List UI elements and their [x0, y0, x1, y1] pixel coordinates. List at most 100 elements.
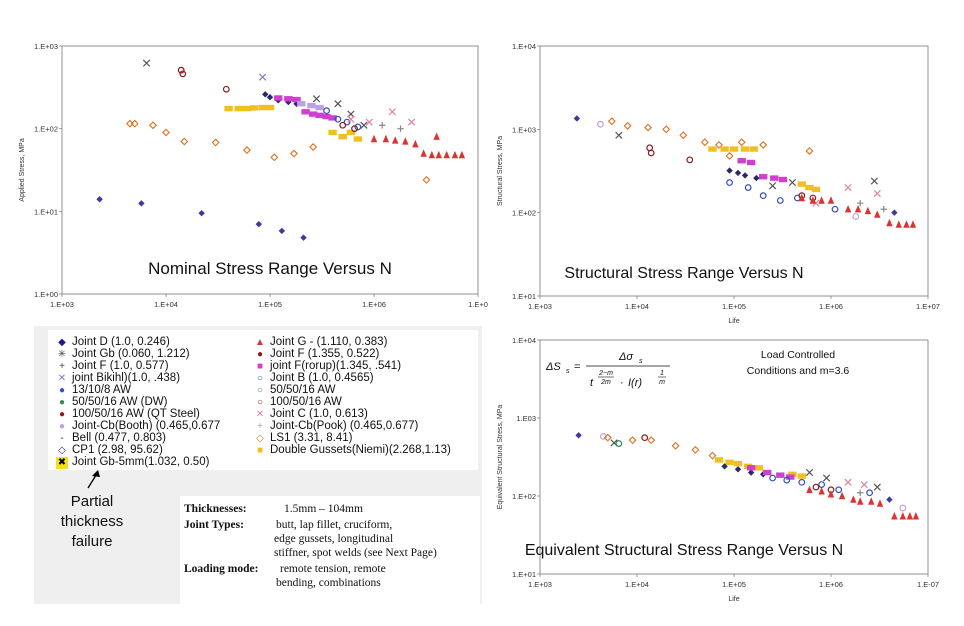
data-point-57 [351, 125, 358, 133]
data-point-27 [758, 174, 768, 180]
loading-mode-line1: remote tension, remote [280, 563, 386, 575]
legend-symbol-icon: ○ [256, 385, 264, 396]
data-point-43 [838, 491, 846, 500]
data-points [573, 115, 917, 228]
data-point-42 [315, 112, 324, 119]
legend-label: 50/50/16 AW [270, 384, 336, 396]
data-point-17 [708, 146, 717, 152]
legend-label: Joint C (1.0, 0.613) [270, 408, 368, 420]
formula-equals: = [574, 361, 580, 373]
legend-symbol-icon: ● [58, 385, 66, 396]
data-point-48 [891, 512, 898, 520]
data-point-13 [725, 151, 734, 160]
data-point-52 [818, 196, 825, 204]
legend-symbol-icon: ○ [256, 373, 264, 384]
data-point-17 [797, 473, 807, 479]
data-point-46 [307, 102, 316, 109]
data-point-2 [607, 117, 616, 126]
data-point-14 [737, 138, 746, 147]
data-point-33 [753, 174, 760, 182]
y-tick-label: 1.E+01 [512, 292, 536, 301]
data-point-58 [886, 218, 893, 227]
data-point-54 [343, 118, 351, 126]
legend-label: 50/50/16 AW (DW) [72, 396, 168, 408]
data-point-8 [177, 66, 185, 74]
data-point-47 [315, 104, 324, 111]
legend-label: Joint Gb (0.060, 1.212) [72, 348, 190, 360]
data-point-8 [662, 125, 671, 134]
thicknesses-label: Thicknesses: [184, 503, 247, 515]
data-point-34 [726, 179, 733, 186]
data-point-32 [741, 172, 749, 179]
data-point-60 [903, 220, 910, 228]
legend-item-left-1: ✳ Joint Gb (0.060, 1.212) [56, 348, 190, 361]
legend-item-right-9: ■ Double Gussets(Niemi)(2.268,1.13) [254, 444, 451, 457]
data-point-16 [805, 146, 814, 155]
data-point-41 [788, 178, 797, 187]
data-point-40 [768, 182, 777, 190]
formula-exp-den: 2m [600, 379, 611, 386]
x-tick-label: 1.E+03 [528, 302, 552, 311]
data-point-51 [912, 512, 920, 520]
data-point-6 [641, 434, 649, 442]
data-point-11 [700, 138, 709, 147]
data-point-26 [746, 159, 756, 166]
data-point-34 [873, 483, 881, 491]
data-point-3 [615, 131, 623, 139]
data-point-28 [798, 478, 806, 486]
data-point-2 [603, 433, 612, 442]
joint-types-label: Joint Types: [184, 519, 244, 531]
legend-symbol-icon: ✖ [56, 457, 68, 469]
y-tick-label: 1.E+03 [34, 42, 58, 51]
data-point-26 [258, 104, 267, 111]
partial-line2: thickness [60, 513, 124, 530]
data-points [96, 59, 466, 241]
data-point-55 [354, 123, 362, 131]
formula-lhs-sub: s [566, 368, 570, 375]
data-point-1 [138, 200, 145, 207]
legend-symbol-icon: ✳ [57, 349, 67, 360]
data-point-23 [805, 184, 814, 191]
data-point-41 [818, 487, 825, 495]
data-point-0 [96, 196, 103, 203]
data-point-39 [831, 205, 839, 213]
data-point-61 [407, 118, 416, 126]
data-point-56 [864, 206, 872, 215]
legend-symbol-icon: + [257, 421, 263, 432]
data-point-25 [737, 158, 746, 164]
data-point-54 [844, 205, 852, 213]
y-tick-label: 1.E+01 [512, 570, 536, 579]
legend-symbol-icon: + [59, 361, 65, 372]
data-point-67 [402, 137, 409, 145]
data-point-13 [162, 128, 170, 137]
y-tick-label: 1.E03 [516, 414, 536, 423]
data-point-32 [262, 91, 269, 98]
data-point-10 [222, 85, 230, 93]
annotation-line2: Conditions and m=3.6 [747, 365, 850, 377]
legend-symbol-icon: ■ [256, 445, 264, 456]
y-tick-label: 1.E+02 [34, 125, 58, 134]
data-point-42 [870, 177, 878, 185]
data-point-20 [422, 175, 431, 184]
legend-symbol-icon: ▲ [255, 337, 265, 348]
data-point-16 [788, 471, 797, 477]
loading-mode-label: Loading mode: [184, 563, 259, 575]
data-point-5 [628, 436, 637, 445]
legend-label: Joint F (1.355, 0.522) [270, 348, 380, 360]
data-point-2 [198, 209, 205, 217]
x-tick-label: 1.E+04 [625, 302, 649, 311]
data-point-37 [274, 95, 283, 101]
legend-item-right-2: ■ joint F(rorup)(1.345, .541) [254, 360, 401, 373]
data-point-30 [835, 486, 843, 494]
legend-symbol-icon: ● [58, 397, 66, 408]
data-point-66 [392, 136, 399, 144]
data-point-4 [615, 440, 623, 447]
data-point-36 [759, 192, 767, 200]
legend-item-left-4: ● 13/10/8 AW [56, 384, 131, 397]
data-point-49 [334, 100, 342, 108]
legend-label: Joint Gb-5mm(1.032, 0.50) [72, 456, 210, 468]
plot-area [61, 45, 479, 295]
data-point-45 [856, 497, 864, 505]
data-point-38 [812, 483, 820, 491]
y-tick-label: 1.E+00 [34, 290, 58, 299]
